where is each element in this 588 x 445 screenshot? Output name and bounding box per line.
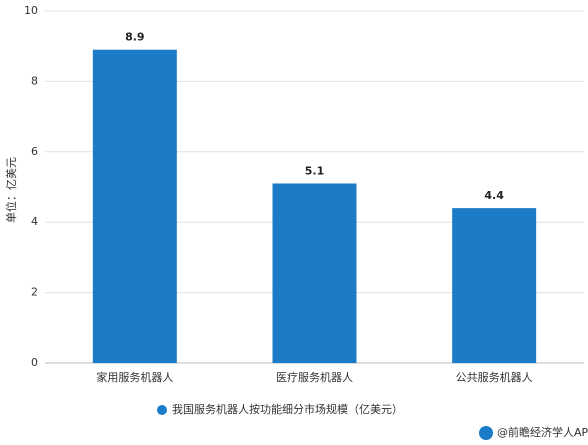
y-tick-label: 2 bbox=[31, 286, 38, 299]
footer: @前瞻经济学人APP bbox=[497, 425, 588, 439]
data-label: 5.1 bbox=[305, 164, 325, 177]
legend-marker bbox=[157, 405, 167, 415]
legend-label: 我国服务机器人按功能细分市场规模（亿美元） bbox=[172, 402, 403, 416]
data-label: 4.4 bbox=[484, 189, 504, 202]
y-tick-label: 6 bbox=[31, 145, 38, 158]
x-tick-label: 家用服务机器人 bbox=[96, 370, 173, 384]
y-tick-label: 4 bbox=[31, 215, 38, 228]
y-tick-label: 10 bbox=[24, 4, 38, 17]
bar bbox=[92, 49, 177, 363]
data-label: 8.9 bbox=[125, 31, 145, 44]
y-axis-label: 单位：亿美元 bbox=[4, 157, 18, 223]
x-tick-label: 公共服务机器人 bbox=[456, 370, 533, 384]
y-tick-label: 0 bbox=[31, 356, 38, 369]
y-tick-label: 8 bbox=[31, 74, 38, 87]
x-tick-label: 医疗服务机器人 bbox=[276, 370, 353, 384]
bar bbox=[272, 183, 357, 363]
footer-icon bbox=[479, 426, 493, 440]
bar bbox=[452, 208, 537, 363]
